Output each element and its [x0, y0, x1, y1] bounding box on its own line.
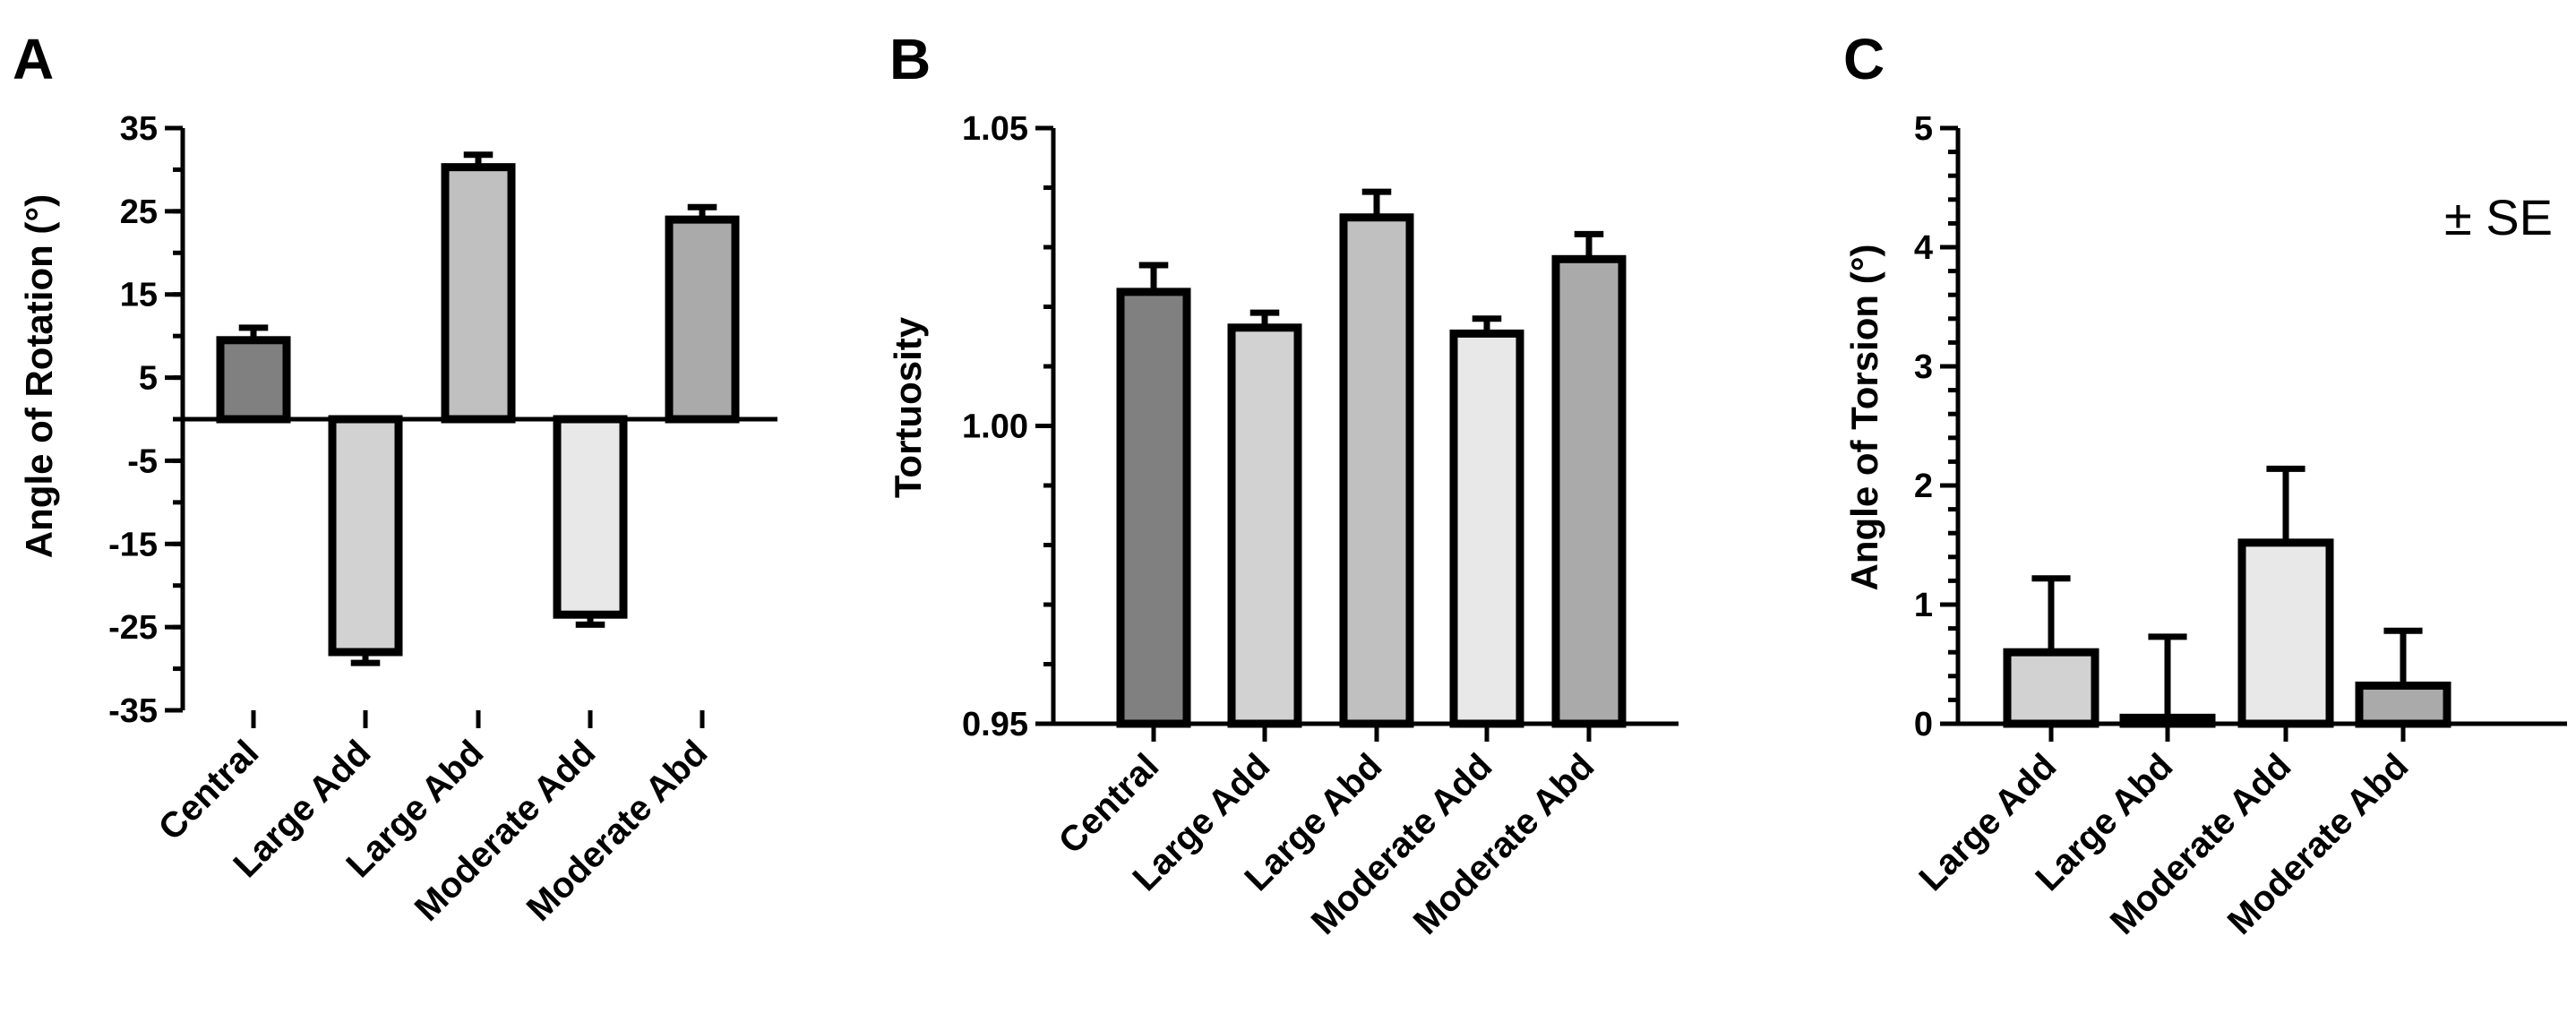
panel-b-y-tick-label: 0.95	[962, 706, 1028, 743]
panel-a-y-tick-label: 5	[139, 360, 158, 398]
panel-a-x-tick-label-central: Central	[151, 733, 267, 848]
panel-c-y-tick-label: 0	[1914, 706, 1933, 743]
panel-b-bar-large-abd	[1339, 213, 1414, 728]
panel-a-bar-central	[216, 336, 291, 424]
panel-c-y-tick-label: 3	[1914, 348, 1933, 386]
panel-b-bar-moderate-add	[1449, 329, 1524, 728]
panel-a-letter: A	[13, 27, 54, 91]
panel-b-letter: B	[889, 27, 931, 91]
panel-c-bar-large-abd	[2119, 713, 2216, 728]
panel-a-y-tick-label: 25	[120, 193, 158, 231]
panel-c-y-tick-label: 5	[1914, 110, 1933, 148]
panel-a-bar-large-add	[328, 415, 403, 657]
panel-c-bar-moderate-abd	[2355, 681, 2451, 728]
panel-a-y-tick-label: -5	[127, 442, 158, 480]
panel-a-y-tick-label: -15	[108, 526, 158, 563]
panel-c-letter: C	[1843, 27, 1885, 91]
panel-b-y-tick-label: 1.05	[962, 110, 1028, 148]
panel-a-y-tick-label: 15	[120, 277, 158, 314]
panel-b-bar-moderate-abd	[1551, 254, 1627, 728]
panel-a-bar-moderate-abd	[665, 215, 740, 424]
panel-c-bar-large-add	[2003, 648, 2099, 728]
panel-a-y-axis-title: Angle of Rotation (°)	[18, 194, 60, 558]
panel-b-bar-central	[1116, 288, 1191, 728]
panel-a-bar-large-abd	[441, 163, 516, 424]
panel-a: A Angle of Rotation (°) 35 25 15 5 -5 -15 -25 -…	[13, 27, 777, 929]
panel-b-x-tick-label-central: Central	[1052, 746, 1167, 862]
panel-c-annotation: ± SE	[2444, 189, 2553, 245]
panel-b-x-tick-label-moderate-abd: Moderate Abd	[1406, 746, 1602, 942]
panel-a-y-tick-label: -35	[108, 692, 158, 730]
panel-c-y-tick-label: 2	[1914, 468, 1933, 505]
panel-b-y-tick-label: 1.00	[962, 408, 1028, 446]
panel-a-bar-moderate-add	[553, 415, 628, 619]
panel-c: C Angle of Torsion (°) ± SE 543210Large …	[1843, 27, 2567, 942]
panel-c-y-axis-title: Angle of Torsion (°)	[1843, 245, 1885, 591]
panel-c-y-tick-label: 4	[1914, 229, 1933, 267]
panel-a-y-tick-label: -25	[108, 609, 158, 647]
panel-a-y-tick-label: 35	[120, 110, 158, 148]
panel-c-bar-moderate-add	[2237, 538, 2334, 728]
panel-c-y-tick-label: 1	[1914, 587, 1933, 624]
panel-b-y-axis-title: Tortuosity	[887, 316, 929, 498]
panel-b-bar-large-add	[1227, 323, 1302, 728]
